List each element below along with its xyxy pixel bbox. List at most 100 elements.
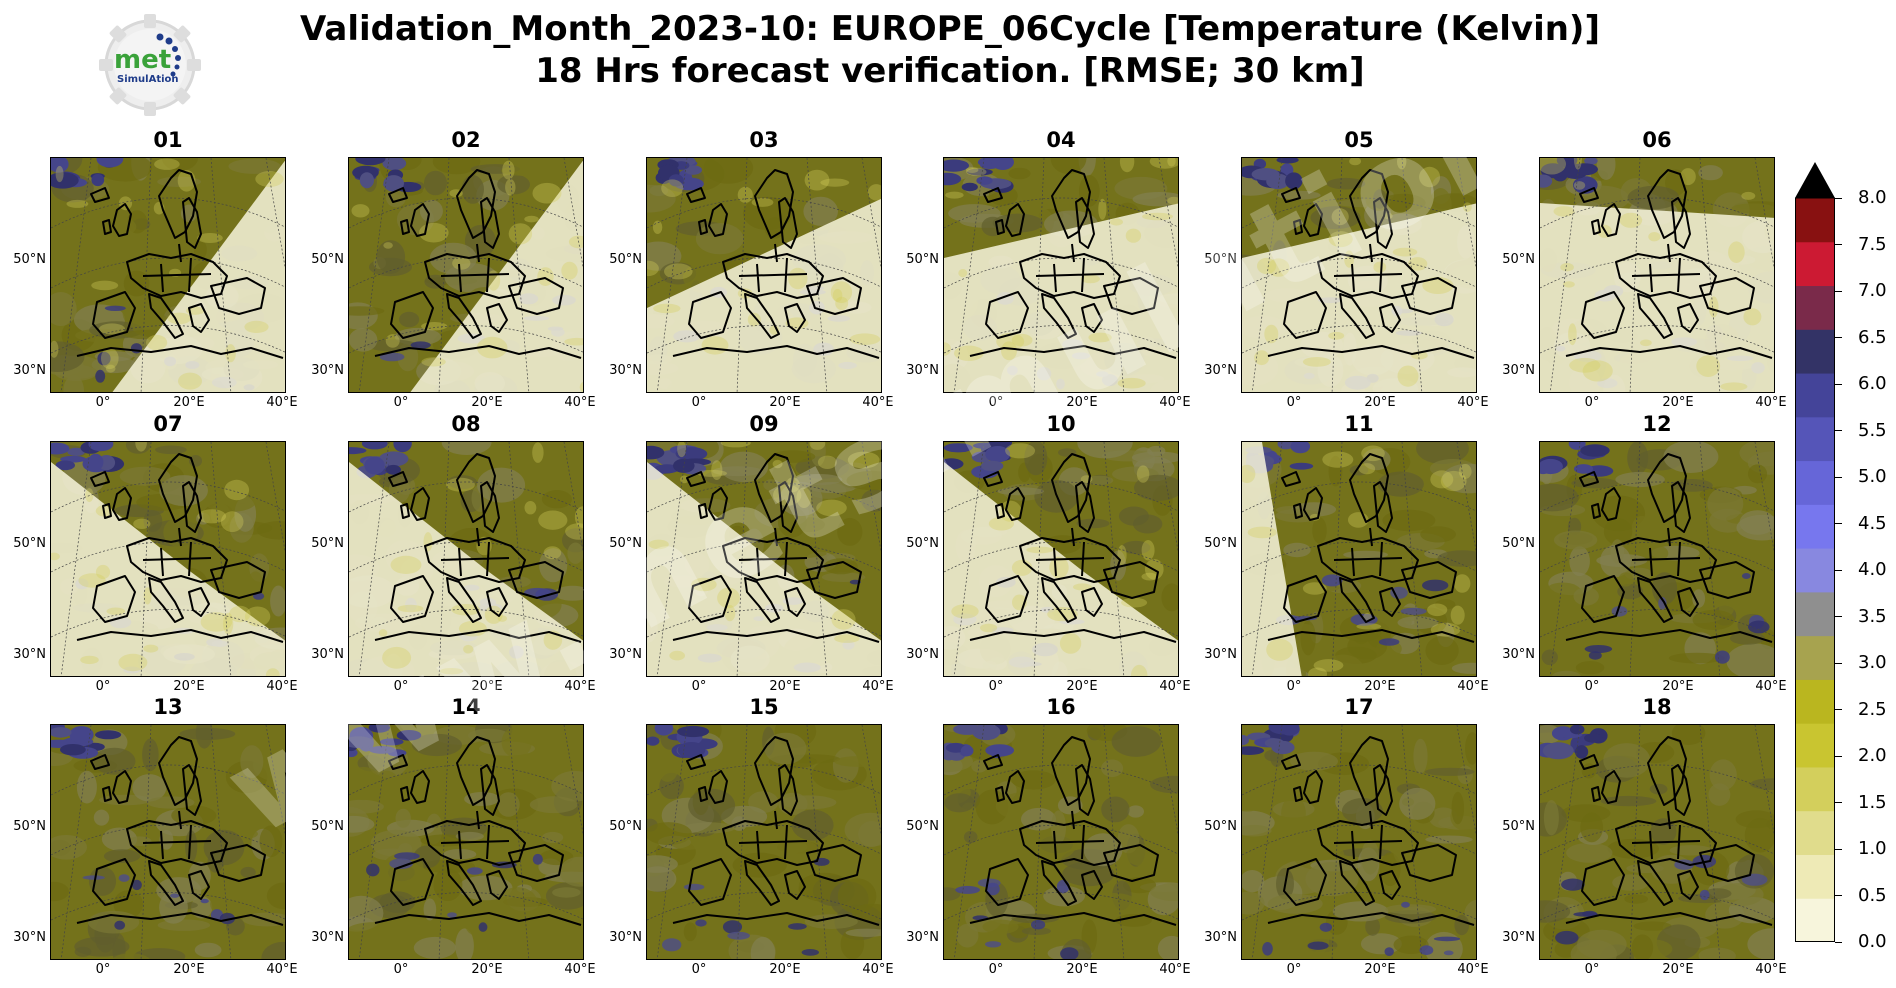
x-tick-label: 20°E <box>471 962 503 977</box>
y-tick-label: 30°N <box>906 647 939 662</box>
y-tick-label: 30°N <box>1204 930 1237 945</box>
y-tick-label: 50°N <box>311 252 344 267</box>
colorbar-segment <box>1795 810 1835 855</box>
y-tick-label: 50°N <box>311 536 344 551</box>
colorbar-tick-mark <box>1835 523 1842 524</box>
panel-title: 11 <box>1344 412 1374 436</box>
x-tick-label: 0° <box>1584 679 1600 694</box>
rmse-map <box>348 157 584 393</box>
rmse-map <box>1241 157 1477 393</box>
x-tick-label: 20°E <box>1066 679 1098 694</box>
colorbar-tick-label: 6.5 <box>1858 326 1887 348</box>
x-tick-label: 20°E <box>1364 679 1396 694</box>
colorbar-tick-mark <box>1835 709 1842 710</box>
colorbar-segment <box>1795 898 1835 942</box>
forecast-panel-14: 14 50°N 30°N 0° 20°E 40°E <box>311 695 595 977</box>
colorbar-segment <box>1795 241 1835 287</box>
x-tick-label: 40°E <box>564 962 596 977</box>
x-tick-label: 40°E <box>1755 679 1787 694</box>
y-tick-label: 30°N <box>13 930 46 945</box>
forecast-panel-08: 08 50°N 30°N 0° 20°E 40°E <box>311 412 595 694</box>
x-tick-label: 0° <box>95 679 111 694</box>
colorbar-tick-mark <box>1835 476 1842 478</box>
colorbar-tick-label: 2.5 <box>1858 698 1887 720</box>
x-tick-label: 40°E <box>1755 962 1787 977</box>
x-tick-label: 20°E <box>769 679 801 694</box>
y-tick-label: 30°N <box>906 930 939 945</box>
x-tick-label: 0° <box>691 962 707 977</box>
rmse-map <box>943 441 1179 677</box>
panel-title: 10 <box>1046 412 1076 436</box>
x-tick-label: 0° <box>393 395 409 410</box>
x-tick-label: 0° <box>1584 962 1600 977</box>
met-simulation-logo: met SimulAtion <box>95 10 205 120</box>
y-tick-label: 30°N <box>1204 647 1237 662</box>
x-tick-label: 20°E <box>1364 395 1396 410</box>
colorbar-tick-mark <box>1835 430 1842 431</box>
x-tick-label: 20°E <box>769 962 801 977</box>
y-tick-label: 50°N <box>609 536 642 551</box>
colorbar-tick-label: 3.0 <box>1858 652 1887 673</box>
y-tick-label: 30°N <box>13 647 46 662</box>
forecast-panel-04: 04 50°N 30°N 0° 20°E 40°E <box>906 128 1190 410</box>
panel-title: 16 <box>1046 695 1076 719</box>
x-tick-label: 0° <box>691 679 707 694</box>
x-tick-label: 20°E <box>1662 679 1694 694</box>
y-tick-label: 30°N <box>311 363 344 378</box>
x-tick-label: 20°E <box>471 679 503 694</box>
x-tick-label: 40°E <box>862 395 894 410</box>
colorbar-tick-mark <box>1835 848 1842 850</box>
panel-title: 02 <box>451 128 481 152</box>
x-tick-label: 0° <box>988 962 1004 977</box>
colorbar-tick-mark <box>1835 895 1842 896</box>
chart-title: Validation_Month_2023-10: EUROPE_06Cycle… <box>150 8 1750 92</box>
x-tick-label: 20°E <box>1662 395 1694 410</box>
rmse-map <box>50 157 286 393</box>
colorbar-tick-label: 1.5 <box>1858 791 1887 813</box>
forecast-panel-01: 01 50°N 30°N 0° 20°E 40°E <box>13 128 297 410</box>
x-tick-label: 20°E <box>173 962 205 977</box>
x-tick-label: 40°E <box>266 962 298 977</box>
x-tick-label: 20°E <box>769 395 801 410</box>
x-tick-label: 40°E <box>564 395 596 410</box>
rmse-map <box>1539 441 1775 677</box>
rmse-map <box>1539 724 1775 960</box>
panel-title: 14 <box>451 695 481 719</box>
x-tick-label: 40°E <box>266 679 298 694</box>
panel-title: 06 <box>1642 128 1672 152</box>
colorbar-tick-mark <box>1835 755 1842 757</box>
x-tick-label: 40°E <box>266 395 298 410</box>
daylight-region <box>1242 203 1476 392</box>
y-tick-label: 30°N <box>609 647 642 662</box>
colorbar-tick-mark <box>1835 383 1842 385</box>
x-tick-label: 40°E <box>1159 962 1191 977</box>
panel-title: 15 <box>749 695 779 719</box>
y-tick-label: 50°N <box>1502 819 1535 834</box>
y-tick-label: 50°N <box>1502 536 1535 551</box>
y-tick-label: 30°N <box>1502 930 1535 945</box>
x-tick-label: 40°E <box>1159 679 1191 694</box>
y-tick-label: 30°N <box>906 363 939 378</box>
x-tick-label: 0° <box>393 962 409 977</box>
colorbar-tick-label: 2.0 <box>1858 745 1887 766</box>
x-tick-label: 40°E <box>1755 395 1787 410</box>
colorbar-tick-label: 8.0 <box>1858 187 1887 208</box>
panel-title: 07 <box>153 412 183 436</box>
colorbar-tick-label: 0.5 <box>1858 884 1887 906</box>
x-tick-label: 0° <box>95 962 111 977</box>
daylight-region <box>1540 203 1774 392</box>
rmse-map <box>1241 441 1477 677</box>
colorbar-tick-label: 3.5 <box>1858 605 1887 627</box>
forecast-panel-17: 17 50°N 30°N 0° 20°E 40°E <box>1204 695 1488 977</box>
logo-subtext: SimulAtion <box>117 74 179 85</box>
colorbar-tick-mark <box>1835 941 1842 943</box>
y-tick-label: 50°N <box>311 819 344 834</box>
panel-title: 12 <box>1642 412 1672 436</box>
x-tick-label: 40°E <box>862 962 894 977</box>
y-tick-label: 50°N <box>13 536 46 551</box>
forecast-panel-13: 13 50°N 30°N 0° 20°E 40°E <box>13 695 297 977</box>
y-tick-label: 50°N <box>1204 536 1237 551</box>
colorbar-tick-mark <box>1835 662 1842 664</box>
rmse-map <box>348 724 584 960</box>
colorbar-tick-label: 4.0 <box>1858 559 1887 580</box>
